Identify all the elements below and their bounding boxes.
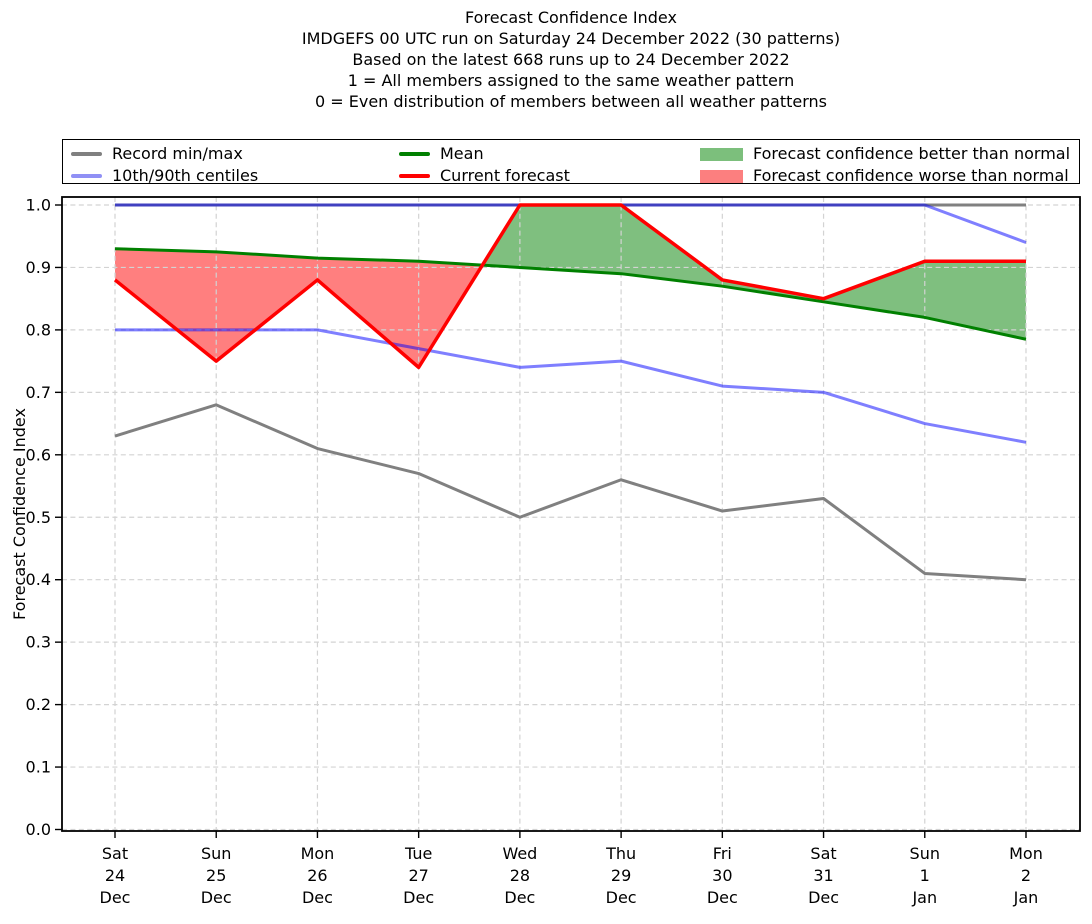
legend-column-3: Forecast confidence better than normal F… <box>700 143 1070 187</box>
x-tick-label: Wed <box>502 844 537 863</box>
legend-swatch-better-than-normal <box>700 147 743 161</box>
x-tick-label: 30 <box>712 866 732 885</box>
x-tick-label: Dec <box>808 888 839 907</box>
legend-item-record-minmax: Record min/max <box>71 143 258 165</box>
titles-block: Forecast Confidence Index IMDGEFS 00 UTC… <box>62 7 1080 112</box>
x-tick-label: Tue <box>404 844 432 863</box>
legend-swatch-current-forecast <box>399 174 430 178</box>
x-tick-label: Mon <box>301 844 335 863</box>
x-tick-label: Thu <box>605 844 636 863</box>
legend-label-worse-than-normal: Forecast confidence worse than normal <box>753 166 1069 185</box>
y-tick-label: 1.0 <box>26 196 51 215</box>
legend-label-record-minmax: Record min/max <box>112 144 243 163</box>
legend-label-better-than-normal: Forecast confidence better than normal <box>753 144 1071 163</box>
y-tick-label: 0.1 <box>26 758 51 777</box>
x-tick-label: Sat <box>810 844 836 863</box>
x-tick-label: 1 <box>920 866 930 885</box>
x-tick-label: Mon <box>1009 844 1043 863</box>
plot-border <box>61 196 1081 832</box>
y-tick-label: 0.2 <box>26 695 51 714</box>
y-tick-label: 0.8 <box>26 320 51 339</box>
y-tick-label: 0.3 <box>26 633 51 652</box>
x-tick-label: Dec <box>201 888 232 907</box>
x-tick-label: 2 <box>1021 866 1031 885</box>
y-tick-label: 0.0 <box>26 820 51 839</box>
legend-column-2: Mean Current forecast <box>399 143 570 187</box>
legend-item-mean: Mean <box>399 143 570 165</box>
y-tick-label: 0.4 <box>26 570 51 589</box>
x-tick-label: Dec <box>100 888 131 907</box>
legend-label-mean: Mean <box>440 144 484 163</box>
x-tick-label: 25 <box>206 866 226 885</box>
series-mean-line <box>114 247 1027 341</box>
legend-label-centiles: 10th/90th centiles <box>112 166 259 185</box>
x-tick-label: Dec <box>302 888 333 907</box>
legend-item-better-than-normal: Forecast confidence better than normal <box>700 143 1070 165</box>
x-tick-label: Jan <box>911 888 937 907</box>
legend-column-1: Record min/max 10th/90th centiles <box>71 143 258 187</box>
x-tick-label: Dec <box>504 888 535 907</box>
x-tick-label: 28 <box>510 866 530 885</box>
x-tick-label: Dec <box>707 888 738 907</box>
x-tick-label: 29 <box>611 866 631 885</box>
x-tick-label: 27 <box>408 866 428 885</box>
legend-item-centiles: 10th/90th centiles <box>71 165 258 187</box>
y-tick-label: 0.7 <box>26 383 51 402</box>
x-tick-label: Sun <box>201 844 231 863</box>
x-tick-label: Jan <box>1013 888 1039 907</box>
legend-swatch-record-minmax <box>71 152 102 156</box>
y-tick-label: 0.6 <box>26 445 51 464</box>
y-tick-label: 0.5 <box>26 508 51 527</box>
legend-swatch-mean <box>399 152 430 156</box>
legend-item-worse-than-normal: Forecast confidence worse than normal <box>700 165 1070 187</box>
x-tick-label: 26 <box>307 866 327 885</box>
legend-swatch-centiles <box>71 174 102 178</box>
chart-subtitle-runs: Based on the latest 668 runs up to 24 De… <box>352 50 790 69</box>
chart-subtitle-one: 1 = All members assigned to the same wea… <box>347 71 795 90</box>
series-record-min-line <box>114 403 1027 582</box>
y-tick-label: 0.9 <box>26 258 51 277</box>
series-10th-centile-line <box>115 328 1027 444</box>
series-current-forecast-line <box>113 203 1026 370</box>
x-tick-label: Dec <box>403 888 434 907</box>
legend-swatch-worse-than-normal <box>700 169 743 183</box>
x-tick-label: Dec <box>606 888 637 907</box>
x-tick-label: 31 <box>813 866 833 885</box>
x-tick-label: Sat <box>102 844 128 863</box>
chart-subtitle-zero: 0 = Even distribution of members between… <box>314 92 828 111</box>
x-tick-label: Fri <box>713 844 732 863</box>
legend-label-current-forecast: Current forecast <box>440 166 570 185</box>
x-tick-label: 24 <box>105 866 125 885</box>
x-tick-label: Sun <box>910 844 940 863</box>
legend: Record min/max 10th/90th centiles Mean C… <box>62 139 1080 184</box>
legend-item-current-forecast: Current forecast <box>399 165 570 187</box>
chart-subtitle-run: IMDGEFS 00 UTC run on Saturday 24 Decemb… <box>301 29 841 48</box>
chart-title: Forecast Confidence Index <box>465 8 677 27</box>
